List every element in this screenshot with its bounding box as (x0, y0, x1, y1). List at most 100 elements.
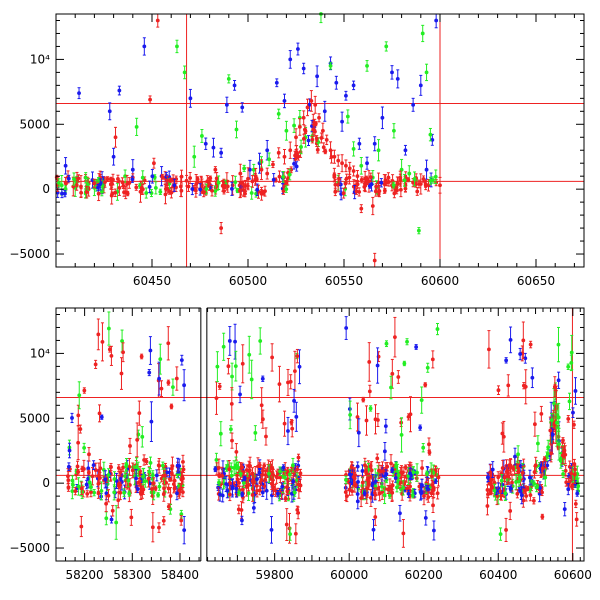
green-band-point (258, 327, 263, 355)
blue-band-point (367, 183, 372, 189)
green-band-point (122, 488, 126, 498)
red-band-point (548, 416, 553, 445)
blue-band-point (322, 100, 327, 122)
red-band-point (486, 490, 490, 499)
blue-band-point (257, 469, 262, 476)
blue-band-point (117, 85, 122, 96)
blue-band-point (395, 69, 400, 89)
green-band-point (376, 139, 381, 162)
red-band-point (121, 463, 125, 472)
red-band-point (396, 370, 401, 384)
top-reference-lines (56, 14, 584, 267)
blue-band-point (528, 469, 532, 486)
blue-band-point (172, 178, 177, 192)
blue-band-point (248, 159, 252, 180)
red-band-point (303, 128, 308, 134)
red-band-point (137, 477, 141, 487)
red-band-point (309, 90, 314, 112)
green-band-point (237, 489, 241, 497)
blue-band-point (142, 37, 147, 56)
red-band-point (573, 499, 578, 509)
green-band-point (396, 469, 401, 481)
red-band-point (549, 444, 553, 463)
red-band-point (157, 458, 162, 474)
red-band-point (160, 173, 165, 180)
green-band-point (416, 227, 421, 235)
blue-band-point (66, 174, 71, 183)
green-band-point (558, 453, 563, 469)
red-band-point (110, 505, 115, 517)
red-band-point (319, 132, 324, 144)
top-y-tick-label: 5000 (19, 117, 50, 131)
blue-band-point (420, 478, 424, 492)
red-band-point (340, 154, 344, 173)
red-band-point (533, 411, 537, 437)
red-band-point (525, 485, 530, 492)
blue-band-point (390, 467, 395, 473)
blue-band-point (530, 367, 535, 389)
green-band-point (83, 172, 88, 184)
bottom-y-tick-label: 10⁴ (30, 346, 50, 360)
red-band-point (113, 188, 118, 198)
red-band-point (508, 501, 513, 521)
red-band-point (563, 464, 568, 477)
blue-band-point (281, 464, 286, 471)
red-band-point (109, 178, 113, 190)
bottom-axis-ticks: 58200 58300 58400 59800 60000 60200 60400 60600… (9, 307, 592, 582)
green-band-point (292, 118, 296, 133)
green-band-point (405, 338, 409, 346)
blue-band-point (147, 180, 152, 194)
green-band-point (233, 175, 238, 189)
blue-band-point (334, 75, 339, 90)
red-band-point (574, 512, 579, 527)
blue-band-point (379, 178, 384, 188)
red-band-point (501, 420, 506, 453)
green-band-point (278, 466, 282, 477)
green-band-point (569, 354, 574, 372)
green-band-point (415, 463, 419, 482)
blue-band-point (198, 183, 203, 196)
blue-band-point (315, 65, 320, 88)
red-band-point (401, 518, 406, 548)
green-band-point (77, 381, 82, 410)
green-band-point (192, 145, 197, 168)
red-band-point (282, 148, 287, 165)
red-band-point (157, 522, 161, 533)
red-band-point (298, 468, 303, 478)
red-band-point (150, 481, 154, 497)
red-band-point (106, 489, 111, 503)
green-band-point (517, 475, 521, 487)
blue-band-point (362, 490, 367, 497)
blue-band-point (98, 178, 103, 191)
blue-band-point (418, 74, 423, 96)
red-band-point (81, 459, 86, 479)
red-band-point (336, 154, 341, 167)
red-band-point (552, 376, 557, 398)
blue-band-point (372, 136, 377, 152)
green-band-point (204, 183, 209, 195)
red-band-point (285, 479, 289, 495)
red-band-point (174, 366, 179, 391)
green-band-point (394, 462, 399, 469)
red-band-point (295, 465, 300, 473)
green-band-point (424, 63, 429, 82)
blue-band-point (292, 158, 296, 170)
red-band-point (293, 150, 297, 161)
green-band-point (401, 480, 406, 496)
red-band-point (531, 497, 536, 505)
red-band-point (245, 182, 250, 189)
red-band-point (521, 321, 526, 360)
red-band-point (210, 184, 214, 197)
red-band-point (230, 175, 235, 196)
red-band-point (315, 146, 320, 154)
red-band-point (430, 350, 435, 369)
red-band-point (139, 180, 144, 196)
green-band-point (230, 362, 234, 391)
red-band-point (311, 123, 316, 136)
red-band-point (73, 487, 78, 496)
red-band-point (382, 187, 387, 194)
bottom-y-tick-label: −5000 (9, 541, 50, 555)
red-band-point (262, 462, 267, 469)
red-band-point (528, 340, 533, 349)
green-band-point (566, 363, 571, 370)
